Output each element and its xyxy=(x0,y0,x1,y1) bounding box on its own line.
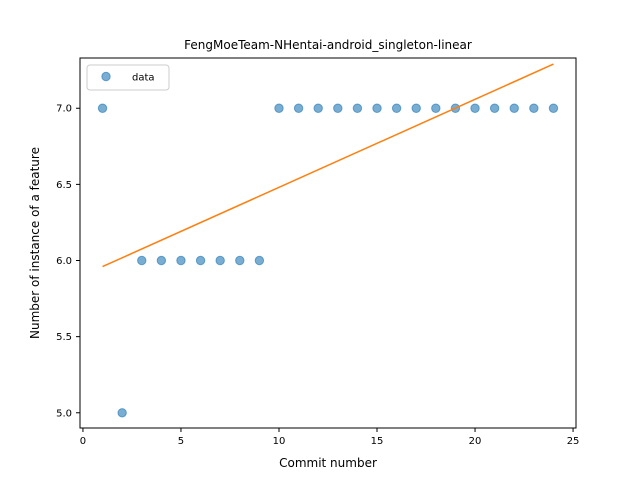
y-axis: 5.0 5.5 6.0 6.5 7.0 xyxy=(56,104,80,419)
data-point xyxy=(470,103,480,113)
data-point xyxy=(97,103,108,113)
x-tick-label: 15 xyxy=(371,436,384,447)
y-tick-label: 7.0 xyxy=(56,104,72,115)
data-point xyxy=(137,255,147,266)
y-axis-label: Number of instance of a feature xyxy=(28,147,42,339)
x-axis-label: Commit number xyxy=(279,456,377,470)
x-tick-label: 10 xyxy=(273,436,286,447)
data-point xyxy=(372,103,382,113)
plot-marks xyxy=(97,63,559,418)
data-point xyxy=(411,103,421,113)
data-point xyxy=(235,255,245,266)
data-point xyxy=(431,103,441,113)
data-point xyxy=(333,103,343,113)
plot-frame xyxy=(79,57,577,429)
data-point xyxy=(274,103,284,113)
x-tick-label: 5 xyxy=(178,436,184,447)
data-point xyxy=(215,255,225,266)
data-point xyxy=(156,255,167,266)
x-axis: 0 5 10 15 20 25 xyxy=(80,428,580,447)
data-point xyxy=(529,103,539,113)
y-tick-label: 5.0 xyxy=(56,408,72,419)
y-tick-label: 5.5 xyxy=(56,332,72,343)
legend-marker-data xyxy=(101,71,111,82)
data-point xyxy=(293,103,304,113)
legend-label-data: data xyxy=(132,73,155,84)
data-point xyxy=(313,103,323,113)
x-tick-label: 20 xyxy=(469,436,482,447)
data-point xyxy=(509,103,519,113)
data-point xyxy=(548,103,559,113)
chart-title: FengMoeTeam-NHentai-android_singleton-li… xyxy=(184,38,472,52)
data-point xyxy=(195,255,206,266)
y-tick-label: 6.0 xyxy=(56,256,72,267)
data-point xyxy=(176,255,186,266)
x-tick-label: 0 xyxy=(80,436,86,447)
legend-box xyxy=(86,64,170,91)
y-tick-label: 6.5 xyxy=(56,180,72,191)
data-point xyxy=(117,408,127,418)
legend: data xyxy=(86,64,170,91)
x-tick-label: 25 xyxy=(567,436,580,447)
fit-line xyxy=(102,63,554,268)
data-point xyxy=(352,103,363,113)
data-point xyxy=(254,255,265,266)
data-point xyxy=(391,103,402,113)
data-point xyxy=(489,103,500,113)
